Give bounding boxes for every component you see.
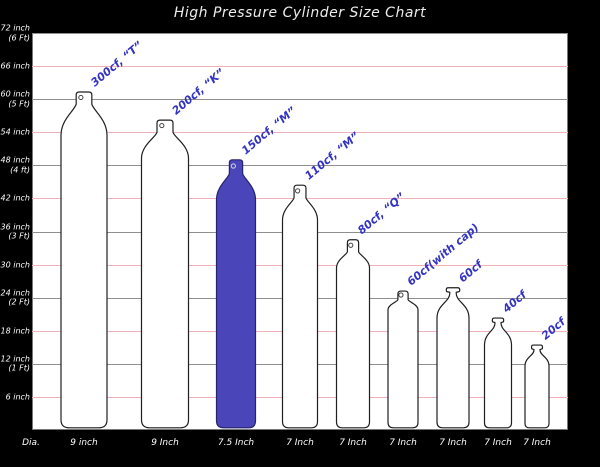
valve-outlet-icon [159, 122, 165, 129]
diameter-label-60cf-with-cap: 7 Inch [389, 438, 417, 448]
y-axis-tick-18in: 18 inch [0, 326, 30, 335]
y-axis-tick-30in: 30 inch [0, 259, 30, 269]
valve-outlet-icon [295, 188, 301, 194]
diameter-label-150cf-M: 7.5 Inch [217, 438, 255, 448]
chart-plot-area: 300cf, “T”200cf, “K”150cf, “M” 110cf, “M”… [32, 33, 568, 430]
diameter-label-60cf: 7 Inch [439, 438, 467, 448]
cylinder-80cf-Q [335, 239, 371, 429]
chart-title: High Pressure Cylinder Size Chart [173, 5, 427, 21]
y-axis-tick-6in: 6 inch [5, 392, 30, 402]
diameter-label-20cf: 7 Inch [523, 438, 551, 448]
y-axis-tick-48in: 48 inch (4 ft) [0, 155, 30, 175]
y-axis-tick-36in: 36 inch (3 Ft) [0, 222, 30, 241]
valve-outlet-icon [398, 292, 404, 298]
valve-outlet-icon [230, 163, 236, 169]
diameter-caption: Dia. [22, 438, 40, 448]
valve-outlet-icon [78, 94, 84, 101]
cylinder-200cf-K [140, 119, 190, 429]
valve-outlet-icon [348, 242, 354, 248]
y-axis-tick-24in: 24 inch (2 Ft) [0, 288, 30, 307]
diameter-label-110cf-M: 7 Inch [286, 438, 314, 448]
cylinder-20cf [524, 344, 550, 429]
y-axis-tick-60in: 60 inch (5 Ft) [0, 89, 30, 109]
diameter-label-300cf-T: 9 inch [70, 438, 98, 448]
y-axis-tick-42in: 42 inch [0, 193, 30, 203]
cylinder-60cf [436, 287, 470, 429]
cylinder-150cf-M [215, 159, 257, 429]
diameter-label-80cf-Q: 7 Inch [339, 438, 367, 448]
y-axis-tick-72in: 72 inch (6 Ft) [0, 23, 30, 43]
diameter-label-40cf: 7 Inch [484, 438, 512, 448]
y-axis-tick-66in: 66 inch [0, 61, 30, 71]
cylinder-60cf-with-cap [387, 290, 419, 429]
diameter-label-200cf-K: 9 Inch [151, 438, 179, 448]
cylinder-110cf-M [281, 184, 319, 429]
cylinder-300cf-T [60, 91, 108, 429]
y-axis-tick-54in: 54 inch [0, 127, 30, 137]
y-axis-tick-12in: 12 inch (1 Ft) [0, 354, 30, 373]
cylinder-40cf [483, 317, 513, 429]
